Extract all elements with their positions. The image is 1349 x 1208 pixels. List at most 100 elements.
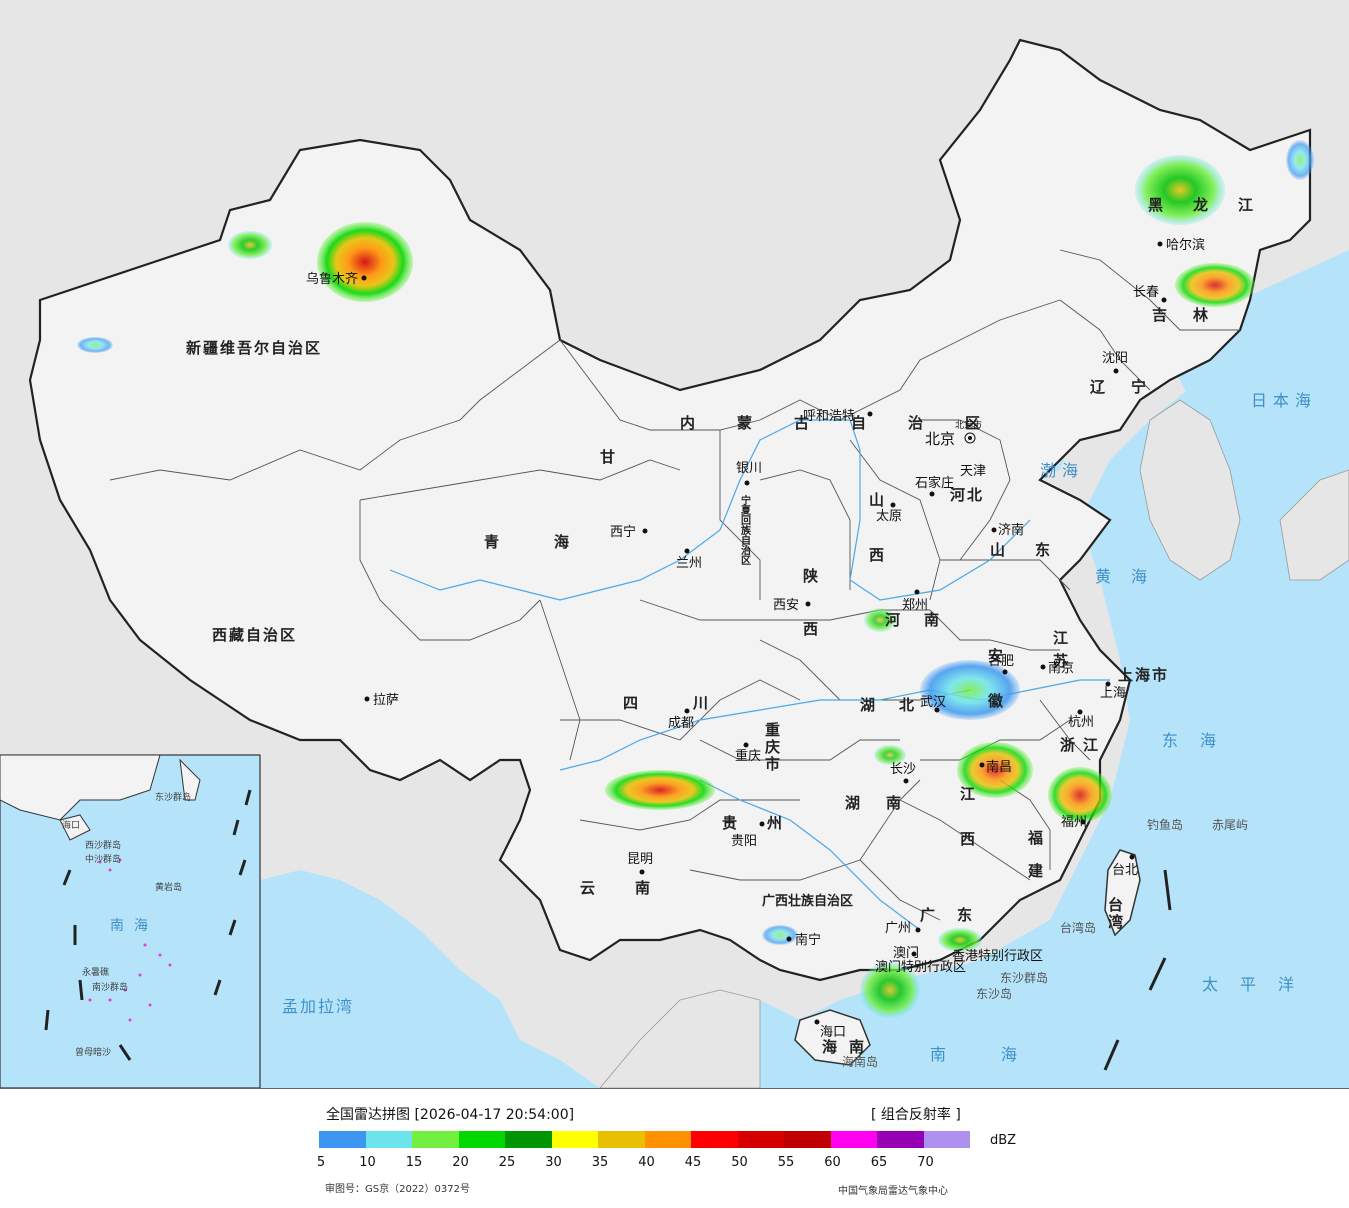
city-lanzhou: 兰州 xyxy=(676,548,702,571)
label-diaoyu: 钓鱼岛 xyxy=(1147,817,1183,832)
legend-title: 全国雷达拼图 [2026-04-17 20:54:00] xyxy=(326,1107,575,1123)
label-chongqing: 重庆市 xyxy=(763,721,781,773)
label-south-sea: 南海 xyxy=(930,1045,1072,1064)
label-sichuan: 四川 xyxy=(623,694,763,712)
label-guizhou: 贵州 xyxy=(722,814,812,832)
inset-label-xisha: 西沙群岛 xyxy=(85,839,121,851)
color-scale-ticks: 5 10 15 20 25 30 35 40 45 50 55 60 65 70 xyxy=(317,1155,1019,1171)
svg-text:上海: 上海 xyxy=(1100,686,1126,701)
legend-product: [ 组合反射率 ] xyxy=(871,1107,961,1123)
svg-text:北京: 北京 xyxy=(925,430,955,448)
svg-text:呼和浩特: 呼和浩特 xyxy=(803,409,855,424)
svg-text:福州: 福州 xyxy=(1061,815,1087,830)
label-yunnan: 云南 xyxy=(580,879,690,897)
label-henan: 河南 xyxy=(885,611,963,629)
inset-label-huangyan: 黄岩岛 xyxy=(155,881,182,893)
echo-henan xyxy=(864,608,896,632)
city-guiyang: 贵阳 xyxy=(731,821,765,849)
echo-guangxi xyxy=(762,925,798,945)
svg-text:拉萨: 拉萨 xyxy=(373,693,399,708)
city-chengdu: 成都 xyxy=(668,708,694,731)
scale-tick-label: 30 xyxy=(545,1155,562,1170)
city-wuhan: 武汉 xyxy=(920,695,946,713)
svg-text:郑州: 郑州 xyxy=(902,598,928,613)
ocean-west xyxy=(260,870,600,1088)
city-jinan: 济南 xyxy=(991,522,1024,538)
label-chiwei: 赤尾屿 xyxy=(1212,818,1248,832)
scale-tick-label: 40 xyxy=(638,1155,655,1170)
city-shijiazhuang: 石家庄 xyxy=(915,475,954,497)
south-sea-inset xyxy=(0,754,261,1088)
radar-map[interactable]: 新疆维吾尔自治区 西藏自治区 青海 甘 内蒙古自治区 黑龙江 吉林 辽宁 河北 … xyxy=(0,0,1349,1089)
echo-xinjiang-w xyxy=(228,231,272,259)
echo-anhui xyxy=(920,660,1020,720)
label-guangdong: 广东 xyxy=(920,906,994,924)
maritime-boundary xyxy=(1103,869,1172,1071)
city-nanjing: 南京 xyxy=(1040,660,1074,676)
label-macau-sar: 澳门特别行政区 xyxy=(875,959,966,975)
scale-swatch xyxy=(365,1131,412,1148)
label-anhui: 安徽 xyxy=(986,647,1004,738)
scale-swatch xyxy=(598,1131,645,1148)
city-taiyuan: 太原 xyxy=(876,502,902,524)
city-shanghai: 上海 xyxy=(1100,681,1126,701)
city-hefei: 合肥 xyxy=(988,654,1014,675)
scale-swatch xyxy=(644,1131,691,1148)
scale-tick-label: 15 xyxy=(405,1155,423,1170)
city-nanning: 南宁 xyxy=(786,932,821,948)
echo-urumqi xyxy=(317,222,413,302)
svg-text:西安: 西安 xyxy=(773,598,799,613)
label-tianjin: 天津 xyxy=(960,464,986,479)
svg-text:西宁: 西宁 xyxy=(610,524,636,540)
city-kunming: 昆明 xyxy=(627,852,653,875)
svg-text:哈尔滨: 哈尔滨 xyxy=(1166,237,1205,253)
city-xining: 西宁 xyxy=(610,524,648,540)
scale-swatch xyxy=(505,1131,552,1148)
scale-swatch xyxy=(923,1131,970,1148)
city-fuzhou: 福州 xyxy=(1061,815,1087,830)
svg-text:南昌: 南昌 xyxy=(986,759,1012,775)
city-zhengzhou: 郑州 xyxy=(902,589,928,613)
label-shanxi: 山西 xyxy=(867,492,885,602)
svg-text:石家庄: 石家庄 xyxy=(915,475,954,491)
label-dongsha-island: 东沙岛 xyxy=(976,986,1012,1001)
svg-text:长沙: 长沙 xyxy=(890,762,916,777)
label-jilin: 吉林 xyxy=(1152,306,1234,324)
label-dongsha-islands: 东沙群岛 xyxy=(1000,970,1048,985)
svg-text:济南: 济南 xyxy=(998,522,1024,538)
label-jiangsu: 江苏 xyxy=(1051,629,1069,676)
city-harbin: 哈尔滨 xyxy=(1157,237,1205,253)
svg-text:太原: 太原 xyxy=(876,509,902,524)
scale-tick-label: 60 xyxy=(824,1155,841,1170)
label-heilongjiang: 黑龙江 xyxy=(1148,196,1283,214)
label-zhejiang: 浙江 xyxy=(1060,736,1106,754)
echo-jilin xyxy=(1175,263,1255,307)
scale-tick-label: 10 xyxy=(359,1155,376,1170)
label-shandong: 山东 xyxy=(990,541,1080,559)
inset-label-haikou: 海口 xyxy=(62,819,80,831)
svg-text:台北: 台北 xyxy=(1112,863,1138,878)
scale-tick-label: 50 xyxy=(731,1155,748,1170)
inset-label-yongshu: 永暑礁 xyxy=(82,966,109,978)
city-hohhot: 呼和浩特 xyxy=(803,409,873,424)
label-japan-sea: 日本海 xyxy=(1251,391,1317,410)
rivers xyxy=(389,419,1110,931)
scale-swatch xyxy=(784,1131,831,1148)
label-shanghai: 上海市 xyxy=(1118,666,1169,684)
label-qinghai: 青海 xyxy=(484,533,624,551)
scale-tick-label: 65 xyxy=(870,1155,888,1170)
scale-swatch xyxy=(691,1131,738,1148)
city-guangzhou: 广州 xyxy=(885,921,921,936)
city-hangzhou: 杭州 xyxy=(1068,709,1094,730)
city-xian: 西安 xyxy=(773,598,811,613)
label-beijing-municipality: 北京市 xyxy=(955,419,982,431)
se-asia-land xyxy=(599,989,761,1088)
label-taiwan-island: 台湾岛 xyxy=(1060,920,1096,935)
label-xinjiang: 新疆维吾尔自治区 xyxy=(186,339,322,357)
svg-text:贵阳: 贵阳 xyxy=(731,834,757,849)
svg-text:武汉: 武汉 xyxy=(920,695,946,710)
label-yellow-sea: 黄海 xyxy=(1095,567,1167,586)
map-canvas: 新疆维吾尔自治区 西藏自治区 青海 甘 内蒙古自治区 黑龙江 吉林 辽宁 河北 … xyxy=(0,38,1349,1088)
label-xizang: 西藏自治区 xyxy=(212,626,297,644)
city-changchun: 长春 xyxy=(1133,285,1167,303)
